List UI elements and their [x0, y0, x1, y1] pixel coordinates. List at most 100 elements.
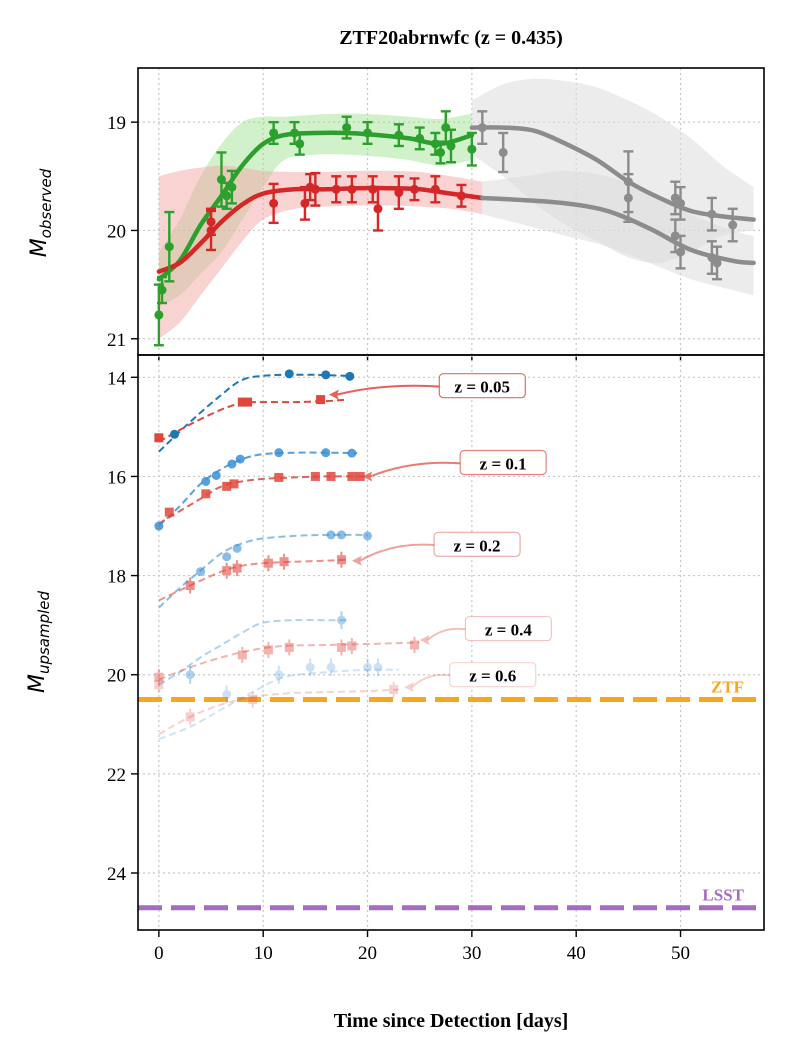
- annotation-arrow: [411, 673, 453, 688]
- red-point: [237, 397, 247, 407]
- top-point-green: [466, 131, 477, 167]
- top-marker: [707, 209, 717, 219]
- blue-point: [211, 470, 221, 480]
- top-marker: [347, 184, 357, 194]
- red-point: [164, 507, 174, 517]
- top-marker: [295, 139, 305, 149]
- reference-label-lsst: LSST: [702, 886, 744, 905]
- annotation-arrow: [359, 543, 438, 562]
- red-marker: [263, 645, 273, 655]
- red-point: [336, 551, 346, 568]
- blue-point: [201, 476, 211, 486]
- blue-marker: [170, 429, 180, 439]
- top-point-gray_upper: [706, 196, 717, 232]
- top-marker: [269, 128, 279, 138]
- top-marker: [394, 188, 404, 198]
- red-marker: [274, 472, 284, 482]
- blue-marker: [154, 521, 164, 531]
- top-marker: [456, 191, 466, 201]
- blue-marker: [211, 470, 221, 480]
- top-point-red: [310, 171, 321, 207]
- red-point: [248, 691, 258, 708]
- top-y-tick-label: 19: [107, 113, 126, 134]
- bottom-y-tick-label: 22: [107, 765, 126, 786]
- red-marker: [355, 471, 365, 481]
- top-y-label-main: M: [27, 238, 52, 257]
- red-marker: [279, 557, 289, 567]
- red-marker: [336, 555, 346, 565]
- top-point-gray_upper: [623, 172, 634, 223]
- top-point-red: [393, 175, 404, 210]
- red-point: [154, 669, 164, 686]
- top-data-points: [153, 110, 738, 347]
- top-marker: [728, 220, 738, 230]
- top-marker: [310, 184, 320, 194]
- red-point: [222, 562, 232, 579]
- top-marker: [430, 184, 440, 194]
- top-bands: [158, 78, 754, 339]
- blue-point: [363, 531, 373, 541]
- top-marker: [467, 144, 477, 154]
- blue-point: [321, 370, 331, 380]
- red-point: [154, 433, 164, 443]
- red-marker: [222, 481, 232, 491]
- blue-marker: [363, 531, 373, 541]
- bottom-annotations: ZTF LSST z = 0.05 z = 0.1 z = 0.2 z = 0.4 z = …: [328, 373, 745, 905]
- blue-point: [305, 658, 315, 677]
- red-point: [279, 553, 289, 570]
- blue-marker: [373, 662, 383, 672]
- bottom-x-tick-label: 0: [154, 943, 164, 964]
- blue-marker: [347, 448, 357, 458]
- blue-curve-0: [158, 373, 347, 453]
- top-marker: [331, 184, 341, 194]
- top-point-green: [164, 210, 175, 283]
- annotation-box: [433, 531, 521, 557]
- red-marker: [237, 650, 247, 660]
- blue-marker: [235, 454, 245, 464]
- red-point: [409, 636, 419, 653]
- bottom-y-label-sub: upsampled: [35, 590, 53, 674]
- blue-point: [345, 371, 355, 381]
- red-marker: [164, 507, 174, 517]
- bottom-y-tick-label: 14: [107, 368, 127, 389]
- annotation-label: z = 0.6: [469, 667, 516, 686]
- bottom-y-tick-label: 16: [107, 467, 126, 488]
- top-marker: [477, 123, 487, 133]
- red-curve-0: [158, 398, 347, 443]
- top-marker: [157, 285, 167, 295]
- red-point: [232, 560, 242, 577]
- blue-point: [336, 530, 346, 540]
- blue-marker: [274, 448, 284, 458]
- top-y-tick-label: 20: [107, 221, 126, 242]
- bottom-grid: [138, 355, 764, 930]
- top-point-gray_upper: [675, 185, 686, 221]
- red-point: [229, 479, 239, 489]
- blue-marker: [222, 690, 232, 700]
- top-point-gray_lower: [675, 234, 686, 270]
- red-point: [326, 471, 336, 481]
- red-point: [237, 646, 247, 663]
- red-marker: [316, 395, 326, 405]
- blue-marker: [336, 615, 346, 625]
- top-point-gray_lower: [712, 245, 723, 281]
- blue-point: [336, 611, 346, 630]
- red-point: [274, 472, 284, 482]
- bottom-data-points: [154, 369, 419, 725]
- blue-point: [274, 665, 284, 684]
- blue-marker: [336, 530, 346, 540]
- red-point: [284, 639, 294, 656]
- top-point-green: [268, 120, 279, 146]
- annotation-label: z = 0.2: [454, 536, 501, 555]
- top-marker: [363, 128, 373, 138]
- blue-point: [373, 658, 383, 677]
- blue-marker: [345, 371, 355, 381]
- blue-marker: [227, 459, 237, 469]
- top-y-ticks: 19 20 21: [107, 113, 682, 361]
- blue-curve-1: [158, 451, 358, 527]
- blue-curve-4: [158, 668, 399, 741]
- red-point: [154, 676, 164, 693]
- blue-point: [284, 369, 294, 379]
- top-point-red: [372, 185, 383, 232]
- top-marker: [712, 258, 722, 268]
- red-marker: [326, 471, 336, 481]
